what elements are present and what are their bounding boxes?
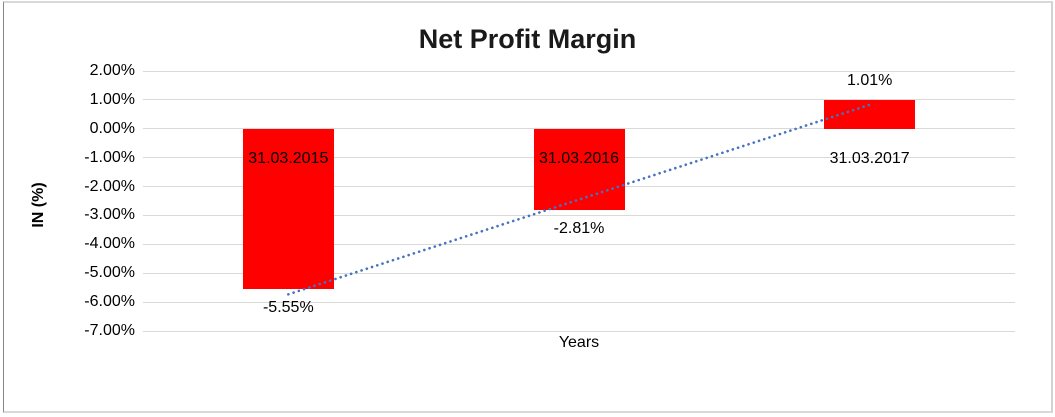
y-axis-tick-label: 1.00% (89, 90, 135, 108)
y-axis-tick-label: -5.00% (84, 264, 135, 282)
y-axis-tick-label: -4.00% (84, 235, 135, 253)
gridline (143, 330, 1015, 332)
bar-31.03.2016 (533, 128, 625, 210)
x-axis-title: Years (558, 334, 600, 351)
data-label: 1.01% (846, 71, 893, 89)
y-axis-tick-label: -6.00% (84, 293, 135, 311)
y-axis-tick-label: -1.00% (84, 148, 135, 166)
gridline (143, 99, 1015, 101)
category-label: 31.03.2016 (538, 150, 620, 167)
gridline (143, 70, 1015, 72)
gridline (143, 301, 1015, 303)
y-axis-tick-label: 2.00% (89, 62, 135, 79)
category-label: 31.03.2017 (829, 150, 910, 167)
category-label: 31.03.2015 (248, 150, 329, 167)
data-label: -5.55% (262, 299, 314, 317)
y-axis-tick-label: -3.00% (84, 206, 135, 224)
data-label: -2.81% (553, 219, 605, 237)
chart-title: Net Profit Margin (418, 24, 637, 54)
bar-31.03.2017 (824, 99, 916, 129)
y-axis-tick-label: -7.00% (84, 322, 135, 339)
y-axis-tick-label: -2.00% (84, 177, 135, 195)
y-axis-tick-label: 0.00% (89, 119, 135, 137)
